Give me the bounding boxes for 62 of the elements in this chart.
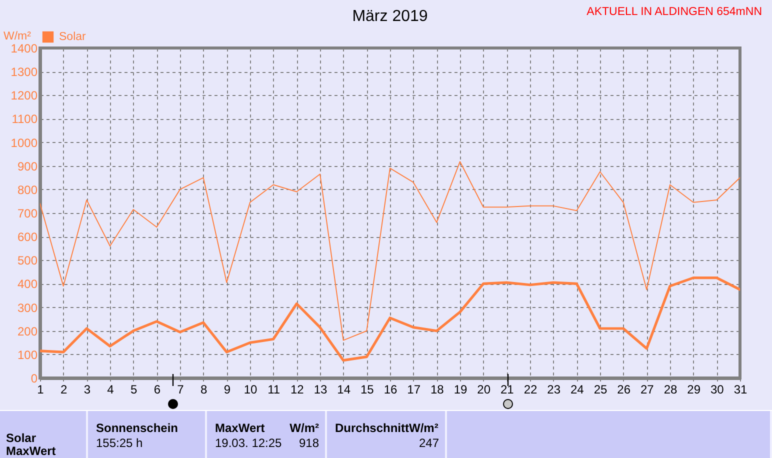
x-tick-label: 29 [687,382,701,396]
x-tick-label: 30 [710,382,724,396]
x-tick-label: 1 [37,382,44,396]
legend-label: Solar [59,31,86,43]
y-tick-label: 1200 [10,88,38,103]
x-tick-label: 31 [734,382,748,396]
x-tick-label: 27 [640,382,654,396]
line-series [40,161,740,341]
x-tick-label: 20 [477,382,491,396]
x-tick-label: 19 [454,382,468,396]
x-tick-label: 2 [60,382,68,396]
x-tick-label: 24 [570,382,584,396]
x-tick-label: 7 [177,382,184,396]
text: 19.03. 12:25 [215,436,282,450]
y-tick-label: 1000 [10,136,38,150]
x-tick-label: 9 [224,382,231,396]
chart-title: März 2019 [352,8,428,25]
x-tick-label: 26 [617,382,631,396]
text: DurchschnittW/m² [335,421,438,435]
y-tick-label: 100 [17,348,38,362]
y-tick-label: 400 [17,277,38,292]
text: 155:25 h [96,436,143,450]
y-tick-label: 300 [17,300,38,315]
text: 247 [418,436,439,450]
chart-subtitle: AKTUELL IN ALDINGEN 654mNN [586,6,762,18]
y-tick-label: 800 [17,182,38,197]
x-tick-label: 16 [384,382,398,396]
text: Solar [6,431,36,445]
x-tick-label: 17 [407,382,421,396]
y-tick-label: 900 [17,159,38,174]
line-series [40,276,740,362]
text: MaxWert [6,444,56,458]
x-tick-label: 4 [107,382,114,396]
y-tick-label: 500 [17,254,38,268]
y-tick-label: 1100 [12,112,38,126]
y-tick-label: 600 [17,230,38,244]
x-tick-label: 22 [524,382,538,396]
x-tick-label: 28 [664,382,678,396]
x-tick-label: 5 [130,382,138,396]
x-tick-label: 8 [200,382,208,396]
y-tick-label: 700 [17,206,38,220]
x-tick-label: 23 [547,382,561,396]
text: MaxWert [215,421,265,435]
text: W/m² [290,421,319,435]
x-tick-label: 21 [500,382,514,396]
x-tick-label: 11 [268,382,280,396]
x-tick-label: 12 [290,382,304,396]
y-tick-label: 1400 [10,42,38,56]
y-tick-label: 0 [30,372,38,386]
y-axis-title: W/m² [4,30,32,42]
x-tick-label: 18 [430,382,444,396]
x-tick-label: 25 [594,382,608,396]
x-tick-label: 15 [360,382,374,396]
x-tick-label: 6 [154,382,161,396]
x-tick-label: 13 [314,382,328,396]
y-tick-label: 1300 [10,65,38,80]
y-tick-label: 200 [17,324,38,338]
x-tick-label: 10 [244,382,258,396]
text: 918 [298,436,319,450]
x-tick-label: 14 [337,382,351,396]
text: Sonnenschein [96,421,178,435]
x-tick-label: 3 [84,382,91,396]
